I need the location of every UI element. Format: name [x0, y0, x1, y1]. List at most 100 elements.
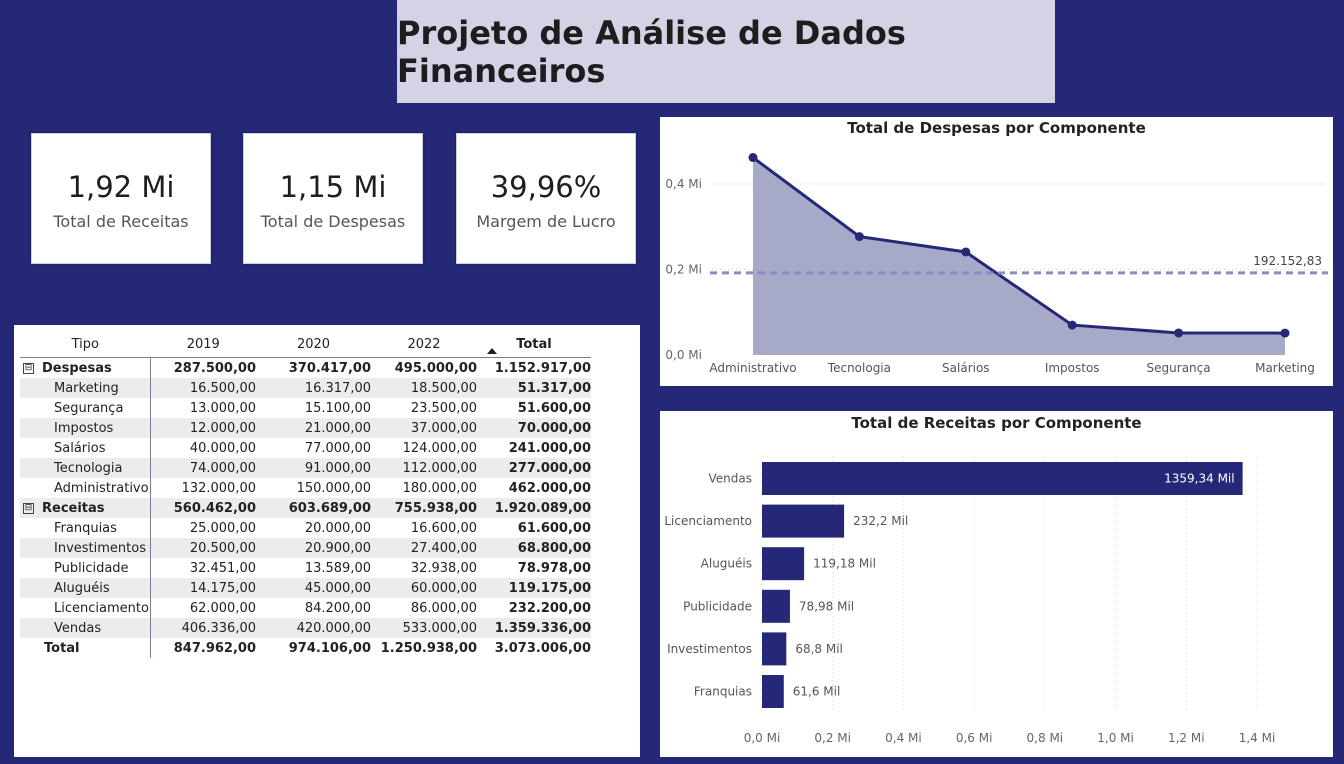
cell-value: 755.938,00	[371, 498, 477, 518]
kpi-label: Total de Despesas	[260, 212, 406, 231]
cell-value: 74.000,00	[150, 458, 256, 478]
table-row[interactable]: Salários 40.000,00 77.000,00 124.000,00 241.…	[20, 438, 591, 458]
data-point	[854, 232, 864, 242]
table-row[interactable]: Administrativo 132.000,00 150.000,00 180.00…	[20, 478, 591, 498]
matrix-panel[interactable]: Tipo 2019 2020 2022 Total ⊟ Despesas 287.5…	[14, 325, 640, 757]
cell-value: 150.000,00	[296, 480, 371, 496]
cell-value: 32.938,00	[410, 560, 477, 576]
row-label: Tecnologia	[54, 460, 123, 476]
bar	[762, 462, 1243, 495]
cell-value: 23.500,00	[410, 400, 477, 416]
x-tick-label: 0,6 Mi	[956, 731, 993, 745]
table-row[interactable]: Vendas 406.336,00 420.000,00 533.000,00 1.35…	[20, 618, 591, 638]
row-label-cell: Investimentos	[20, 538, 151, 558]
row-label-cell: Salários	[20, 438, 151, 458]
x-tick-label: 1,2 Mi	[1168, 731, 1205, 745]
table-row[interactable]: Marketing 16.500,00 16.317,00 18.500,00 51.3…	[20, 378, 591, 398]
row-label: Despesas	[42, 360, 112, 376]
cell-value: 45.000,00	[256, 578, 371, 598]
row-label-cell: Tecnologia	[20, 458, 151, 478]
table-row[interactable]: Tecnologia 74.000,00 91.000,00 112.000,00 27…	[20, 458, 591, 478]
col-header-2019[interactable]: 2019	[150, 331, 256, 358]
table-row[interactable]: Impostos 12.000,00 21.000,00 37.000,00 70.00…	[20, 418, 591, 438]
cell-value: 62.000,00	[189, 600, 256, 616]
cell-value: 37.000,00	[371, 418, 477, 438]
receitas-chart-panel[interactable]: Total de Receitas por Componente 0,0 Mi 0…	[660, 411, 1333, 757]
row-label: Investimentos	[54, 540, 146, 556]
table-row[interactable]: Aluguéis 14.175,00 45.000,00 60.000,00 119.1…	[20, 578, 591, 598]
col-header-tipo[interactable]: Tipo	[20, 331, 151, 358]
kpi-card-despesas[interactable]: 1,15 Mi Total de Despesas	[243, 133, 423, 264]
row-label-cell: Licenciamento	[20, 598, 151, 618]
x-tick-label: Salários	[942, 361, 990, 375]
receitas-bar-chart[interactable]: 0,0 Mi 0,2 Mi 0,4 Mi 0,6 Mi 0,8 Mi 1,0 Mi 1,2 …	[660, 411, 1333, 757]
group-row[interactable]: ⊟ Receitas 560.462,00 603.689,00 755.938,00 1…	[20, 498, 591, 518]
despesas-chart-panel[interactable]: Total de Despesas por Componente 0,0 Mi 0…	[660, 117, 1333, 386]
cell-value: 21.000,00	[256, 418, 371, 438]
cell-value: 16.500,00	[150, 378, 256, 398]
data-label: 61,6 Mil	[793, 685, 841, 699]
cell-value: 78.978,00	[517, 560, 591, 576]
col-header-total[interactable]: Total	[477, 331, 591, 358]
table-row[interactable]: Franquias 25.000,00 20.000,00 16.600,00 61.6…	[20, 518, 591, 538]
table-row[interactable]: Licenciamento 62.000,00 84.200,00 86.000,00…	[20, 598, 591, 618]
x-tick-label: Segurança	[1147, 361, 1211, 375]
cell-value: 603.689,00	[256, 498, 371, 518]
row-label: Total	[44, 640, 80, 656]
cell-value: 32.451,00	[189, 560, 256, 576]
cell-value: 462.000,00	[508, 480, 591, 496]
cell-value: 40.000,00	[189, 440, 256, 456]
cell-value: 16.317,00	[256, 378, 371, 398]
kpi-label: Margem de Lucro	[476, 212, 616, 231]
table-row[interactable]: Investimentos 20.500,00 20.900,00 27.400,00…	[20, 538, 591, 558]
x-tick-label: 0,2 Mi	[814, 731, 851, 745]
cell-value: 20.900,00	[256, 538, 371, 558]
cell-value: 180.000,00	[402, 480, 477, 496]
y-tick-label: 0,4 Mi	[665, 177, 702, 191]
kpi-label: Total de Receitas	[53, 212, 189, 231]
cell-value: 84.200,00	[304, 600, 371, 616]
row-label: Licenciamento	[54, 600, 149, 616]
bar	[762, 632, 787, 666]
cell-value: 287.500,00	[173, 360, 256, 376]
row-label: Aluguéis	[54, 580, 110, 596]
kpi-card-margem[interactable]: 39,96% Margem de Lucro	[456, 133, 636, 264]
x-tick-label: 0,8 Mi	[1027, 731, 1064, 745]
row-label: Receitas	[42, 500, 105, 516]
col-header-2020[interactable]: 2020	[256, 331, 371, 358]
col-header-2022[interactable]: 2022	[371, 331, 477, 358]
cell-value: 1.920.089,00	[477, 498, 591, 518]
x-tick-label: 0,4 Mi	[885, 731, 922, 745]
category-label: Aluguéis	[701, 557, 752, 571]
cell-value: 27.400,00	[371, 538, 477, 558]
y-tick-label: 0,2 Mi	[665, 263, 702, 277]
cell-value: 16.600,00	[410, 520, 477, 536]
cell-value: 3.073.006,00	[494, 640, 591, 656]
total-row[interactable]: Total 847.962,00 974.106,00 1.250.938,00 3.0…	[20, 638, 591, 658]
group-row[interactable]: ⊟ Despesas 287.500,00 370.417,00 495.000,00 1…	[20, 357, 591, 378]
table-row[interactable]: Segurança 13.000,00 15.100,00 23.500,00 51.6…	[20, 398, 591, 418]
cell-value: 51.600,00	[517, 400, 591, 416]
y-tick-label: 0,0 Mi	[665, 348, 702, 362]
kpi-card-receitas[interactable]: 1,92 Mi Total de Receitas	[31, 133, 211, 264]
cell-value: 1.359.336,00	[477, 618, 591, 638]
despesas-area-chart[interactable]: 0,0 Mi 0,2 Mi 0,4 Mi 192.152,83 Administrati…	[660, 117, 1333, 386]
row-label: Publicidade	[54, 560, 129, 576]
collapse-icon[interactable]: ⊟	[23, 502, 34, 514]
area-fill	[753, 157, 1285, 355]
data-label: 119,18 Mil	[813, 557, 876, 571]
cell-value: 20.500,00	[150, 538, 256, 558]
cell-value: 13.589,00	[304, 560, 371, 576]
cell-value: 86.000,00	[410, 600, 477, 616]
chart-title: Total de Receitas por Componente	[851, 414, 1142, 432]
cell-value: 533.000,00	[371, 618, 477, 638]
table-row[interactable]: Publicidade 32.451,00 13.589,00 32.938,00 78…	[20, 558, 591, 578]
reference-line-label: 192.152,83	[1253, 254, 1322, 268]
x-tick-label: Administrativo	[709, 361, 796, 375]
collapse-icon[interactable]: ⊟	[23, 362, 34, 374]
category-label: Publicidade	[683, 599, 752, 613]
cell-value: 1.152.917,00	[494, 360, 591, 376]
bar	[762, 675, 784, 708]
matrix-table[interactable]: Tipo 2019 2020 2022 Total ⊟ Despesas 287.5…	[20, 331, 591, 658]
cell-value: 124.000,00	[402, 440, 477, 456]
